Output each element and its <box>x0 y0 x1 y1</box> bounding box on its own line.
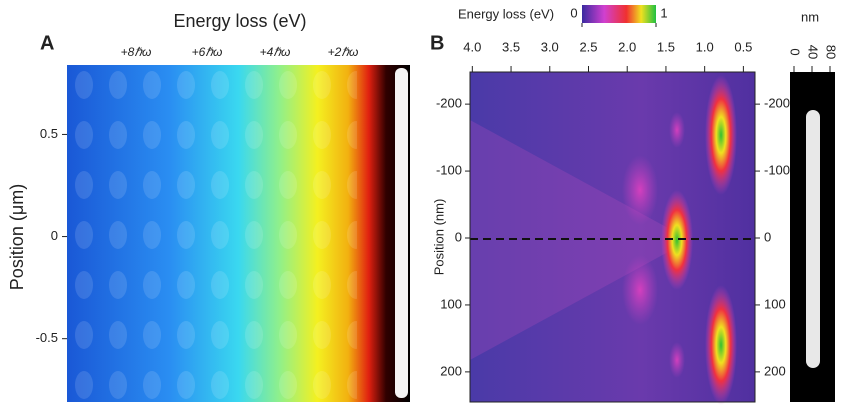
annotation: +8ℏω <box>121 45 152 59</box>
rod-image <box>806 110 820 368</box>
heatmap-texture <box>67 65 357 402</box>
y-tick-label: 0.5 <box>40 126 58 141</box>
x-tick-label: 2.0 <box>618 39 636 54</box>
y-tick-label: 0 <box>764 229 771 244</box>
x-tick-label: 0.5 <box>734 39 752 54</box>
x-tick-label: 1.0 <box>696 39 714 54</box>
y-tick-label: 0 <box>51 228 58 243</box>
x-tick-label: 3.5 <box>502 39 520 54</box>
heatmap-glow <box>622 155 658 225</box>
y-tick-label: -0.5 <box>36 330 58 345</box>
frame <box>469 71 756 403</box>
annotation: +4ℏω <box>260 45 291 59</box>
heatmap-glow <box>622 255 658 325</box>
x-tick-label: 2.5 <box>579 39 597 54</box>
colorbar <box>582 5 656 23</box>
panel-label: B <box>430 32 444 54</box>
heatmap-peak <box>705 75 737 195</box>
heatmap-glow <box>669 342 685 378</box>
y-title: Position (μm) <box>7 184 27 290</box>
x-title: Energy loss (eV) <box>458 6 554 21</box>
y-tick-label: -200 <box>436 96 462 111</box>
colorbar-tick-label: 0 <box>570 5 577 20</box>
annotation: +6ℏω <box>192 45 223 59</box>
panel-label: A <box>40 32 54 54</box>
colorbar-tick-label: 1 <box>660 5 667 20</box>
x-tick-label: 4.0 <box>463 39 481 54</box>
x-tick-label: 3.0 <box>541 39 559 54</box>
scale-tick-label: 40 <box>806 45 821 59</box>
scale-tick-label: 0 <box>788 48 803 55</box>
y-title: Position (nm) <box>431 199 446 276</box>
heatmap-glow <box>669 112 685 148</box>
scale-unit: nm <box>801 9 819 24</box>
y-tick-label: 100 <box>764 296 786 311</box>
rod-image <box>395 68 408 398</box>
scale-tick-label: 80 <box>824 45 839 59</box>
y-tick-label: 100 <box>440 296 462 311</box>
heatmap-peak <box>705 285 737 405</box>
y-tick-label: -100 <box>764 163 790 178</box>
y-tick-label: -100 <box>436 163 462 178</box>
y-tick-label: 200 <box>440 363 462 378</box>
y-tick-label: -200 <box>764 96 790 111</box>
heatmap-peak <box>661 190 693 290</box>
x-tick-label: 1.5 <box>657 39 675 54</box>
y-tick-label: 200 <box>764 363 786 378</box>
x-title: Energy loss (eV) <box>173 11 306 31</box>
annotation: +2ℏω <box>328 45 359 59</box>
y-tick-label: 0 <box>455 229 462 244</box>
